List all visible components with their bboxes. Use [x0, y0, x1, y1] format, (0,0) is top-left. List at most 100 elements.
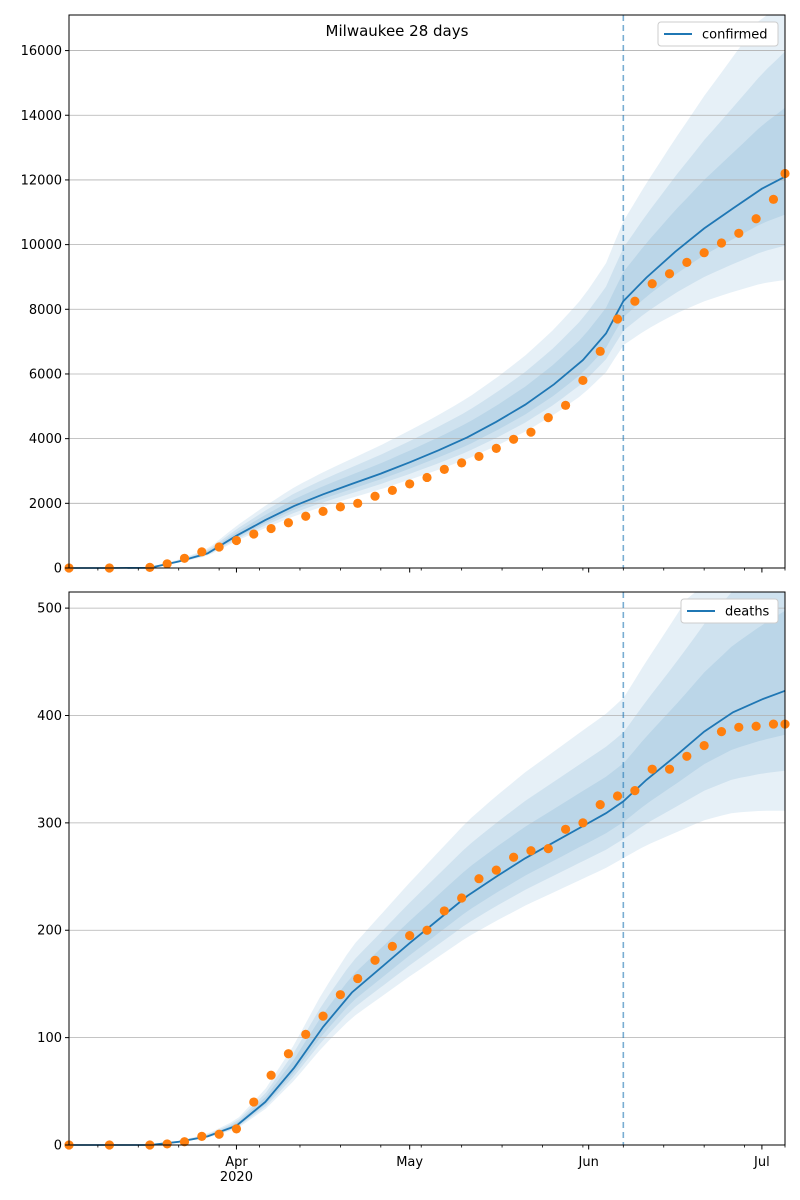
y-tick-label: 16000	[21, 44, 62, 59]
observed-point	[301, 1029, 311, 1039]
observed-point	[595, 346, 605, 356]
observed-point	[283, 1049, 294, 1059]
uncertainty-band	[69, 592, 785, 1145]
observed-point	[699, 740, 709, 751]
observed-point	[526, 846, 536, 856]
observed-point	[370, 491, 380, 501]
observed-point	[405, 479, 415, 489]
confirmed-panel: 0 2000 4000 6000 8000 10000 12000 14000 16000 Mi…	[21, 14, 790, 577]
observed-point	[422, 925, 432, 935]
observed-point	[509, 434, 519, 444]
observed-point	[612, 314, 623, 324]
model-mean-line	[69, 175, 786, 569]
observed-point	[578, 818, 588, 828]
observed-point	[560, 824, 571, 834]
observed-point	[422, 472, 432, 483]
observed-point	[578, 375, 588, 386]
uncertainty-band	[69, 51, 785, 568]
x-tick-label: Jun	[578, 1155, 599, 1170]
observed-point	[266, 1070, 276, 1080]
y-tick-label: 8000	[29, 303, 62, 318]
x-tick-label: Apr	[225, 1155, 248, 1170]
observed-point	[734, 722, 744, 732]
observed-point	[560, 400, 571, 410]
observed-point	[353, 973, 363, 984]
observed-point	[716, 238, 727, 248]
axes-frame	[68, 591, 786, 1146]
observed-point	[249, 1097, 259, 1107]
observed-point	[630, 296, 640, 306]
observed-point	[630, 786, 640, 796]
observed-point	[543, 413, 553, 423]
y-tick-label: 0	[54, 1139, 62, 1154]
observed-point	[179, 553, 190, 563]
observed-point	[612, 791, 623, 801]
observed-point	[647, 279, 657, 289]
uncertainty-band	[69, 610, 785, 1145]
observed-point	[682, 257, 692, 267]
confirmed-axes: 0 2000 4000 6000 8000 10000 12000 14000 16000	[21, 14, 786, 577]
observed-point	[751, 721, 761, 731]
observed-point	[768, 719, 779, 729]
observed-point	[716, 726, 727, 737]
y-tick-label: 12000	[21, 173, 62, 188]
observed-point	[249, 529, 259, 539]
observed-point	[491, 443, 501, 453]
y-tick-label: 100	[37, 1031, 62, 1046]
uncertainty-band	[69, 15, 785, 568]
y-tick-label: 6000	[29, 367, 62, 382]
y-tick-label: 4000	[29, 432, 62, 447]
observed-point	[751, 214, 761, 224]
observed-point	[734, 228, 744, 238]
y-tick-label: 300	[37, 816, 62, 831]
deaths-grid	[69, 607, 785, 1146]
observed-point	[387, 485, 397, 495]
observed-point	[318, 506, 328, 517]
observed-point	[543, 844, 553, 854]
model-mean-line	[69, 689, 786, 1146]
observed-point	[457, 458, 467, 468]
observed-point	[664, 764, 675, 774]
observed-point	[405, 931, 415, 941]
observed-point	[439, 464, 449, 474]
uncertainty-band	[69, 592, 785, 1145]
observed-point	[457, 893, 467, 903]
legend-frame	[657, 21, 779, 47]
observed-point	[353, 498, 363, 508]
observed-point	[179, 1137, 190, 1147]
y-tick-label: 500	[37, 602, 62, 617]
legend-frame	[680, 598, 779, 624]
y-tick-label: 14000	[21, 109, 62, 124]
y-tick-label: 2000	[29, 497, 62, 512]
observed-point	[595, 800, 605, 810]
y-tick-label: 0	[54, 562, 62, 577]
y-tick-label: 400	[37, 709, 62, 724]
observed-point	[214, 542, 224, 552]
deaths-uncertainty-bands	[69, 592, 785, 1145]
observed-point	[387, 941, 397, 951]
observed-point	[318, 1011, 328, 1021]
observed-point	[526, 427, 536, 437]
observed-point	[509, 852, 519, 862]
y-tick-label: 200	[37, 924, 62, 939]
observed-point	[301, 511, 311, 521]
observed-point	[647, 764, 657, 774]
observed-point	[474, 451, 484, 462]
observed-point	[699, 248, 709, 258]
observed-point	[197, 1131, 207, 1142]
x-tick-label: May	[396, 1155, 423, 1170]
observed-point	[145, 562, 155, 572]
x-tick-label: 2020	[220, 1170, 253, 1185]
observed-point	[162, 559, 172, 569]
legend-label-confirmed: confirmed	[702, 28, 768, 43]
observed-point	[283, 518, 294, 528]
chart-title: Milwaukee 28 days	[326, 22, 469, 40]
confirmed-legend: confirmed	[657, 21, 779, 47]
observed-point	[231, 535, 242, 546]
confirmed-uncertainty-bands	[69, 15, 785, 569]
observed-point	[682, 751, 692, 761]
